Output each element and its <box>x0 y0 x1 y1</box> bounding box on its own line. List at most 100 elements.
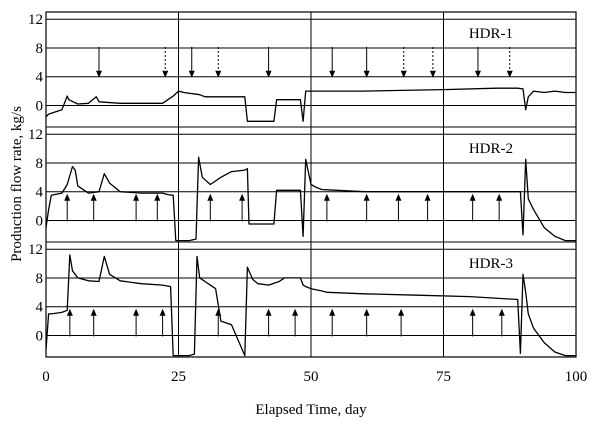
y-tick-label: 12 <box>28 12 43 28</box>
event-arrow-head <box>363 70 370 78</box>
event-arrow <box>133 193 140 222</box>
event-arrow-head <box>363 193 370 201</box>
event-arrow <box>363 193 370 222</box>
event-arrow-head <box>215 308 222 316</box>
y-tick-label: 0 <box>36 98 44 114</box>
event-arrow <box>474 46 481 78</box>
event-arrow-head <box>90 308 97 316</box>
series-line-hdr-1 <box>45 87 576 122</box>
grid-layer <box>46 12 576 357</box>
event-arrow-head <box>133 193 140 201</box>
event-arrow-head <box>292 308 299 316</box>
event-arrow <box>398 308 405 337</box>
event-arrow <box>162 46 169 78</box>
event-arrow-head <box>469 193 476 201</box>
event-arrow <box>66 308 73 337</box>
event-arrow <box>90 193 97 222</box>
event-arrow-head <box>506 70 513 78</box>
event-arrow <box>329 46 336 78</box>
event-arrow <box>215 308 222 337</box>
x-tick-label: 25 <box>171 369 186 385</box>
event-arrow-head <box>265 70 272 78</box>
event-arrow <box>363 308 370 337</box>
y-tick-label: 4 <box>36 300 44 316</box>
event-arrow-head <box>496 193 503 201</box>
event-arrow <box>496 193 503 222</box>
event-arrow <box>395 193 402 222</box>
event-arrow <box>498 308 505 337</box>
event-arrow-head <box>424 193 431 201</box>
x-tick-label: 50 <box>304 369 319 385</box>
event-arrow-head <box>188 70 195 78</box>
event-arrow <box>96 46 102 78</box>
event-arrow-head <box>323 193 330 201</box>
event-arrow <box>188 46 195 78</box>
y-tick-label: 4 <box>36 185 44 201</box>
event-arrow-head <box>64 193 71 201</box>
y-tick-label: 12 <box>28 242 43 258</box>
event-arrow-head <box>90 193 97 201</box>
event-arrow <box>215 46 222 78</box>
y-tick-label: 4 <box>36 70 44 86</box>
y-tick-label: 0 <box>36 328 44 344</box>
event-arrow <box>424 193 431 222</box>
event-arrow <box>323 193 330 222</box>
event-arrow-head <box>239 193 246 201</box>
event-arrow-head <box>329 70 336 78</box>
event-arrow <box>239 193 246 222</box>
event-arrow <box>363 46 370 78</box>
event-arrow <box>64 193 71 222</box>
event-arrow-head <box>400 70 407 78</box>
event-arrow-head <box>96 70 102 78</box>
event-arrow-head <box>133 308 140 316</box>
series-line-hdr-2 <box>45 156 576 242</box>
x-axis-title: Elapsed Time, day <box>255 402 367 418</box>
plot-frame <box>45 11 577 358</box>
event-arrow-head <box>66 308 73 316</box>
event-arrow <box>265 46 272 78</box>
event-arrow-head <box>474 70 481 78</box>
y-tick-label: 12 <box>28 127 43 143</box>
arrow-layer <box>64 46 513 337</box>
event-arrow-head <box>498 308 505 316</box>
y-tick-label: 8 <box>36 271 44 287</box>
event-arrow <box>329 308 336 337</box>
event-arrow <box>469 308 476 337</box>
panel-label: HDR-3 <box>469 256 513 272</box>
event-arrow <box>429 46 436 78</box>
event-arrow-head <box>329 308 336 316</box>
event-arrow-head <box>207 193 214 201</box>
panel-label: HDR-2 <box>469 141 513 157</box>
series-line-hdr-3 <box>45 254 576 357</box>
event-arrow <box>265 308 272 337</box>
event-arrow <box>154 193 161 222</box>
event-arrow-head <box>162 70 169 78</box>
event-arrow-head <box>154 193 161 201</box>
event-arrow <box>292 308 299 337</box>
event-arrow <box>159 308 166 337</box>
y-axis-title: Production flow rate, kg/s <box>9 106 25 262</box>
event-arrow <box>506 46 513 78</box>
event-arrow <box>400 46 407 78</box>
event-arrow <box>133 308 140 337</box>
event-arrow-head <box>215 70 222 78</box>
x-tick-label: 100 <box>565 369 588 385</box>
y-tick-label: 0 <box>36 213 44 229</box>
event-arrow-head <box>265 308 272 316</box>
event-arrow-head <box>429 70 436 78</box>
event-arrow-head <box>395 193 402 201</box>
x-tick-label: 0 <box>42 369 50 385</box>
y-tick-label: 8 <box>36 41 44 57</box>
x-tick-label: 75 <box>436 369 451 385</box>
event-arrow-head <box>159 308 166 316</box>
event-arrow <box>469 193 476 222</box>
event-arrow-head <box>363 308 370 316</box>
panel-label: HDR-1 <box>469 26 513 42</box>
y-tick-label: 8 <box>36 156 44 172</box>
event-arrow-head <box>398 308 405 316</box>
event-arrow-head <box>469 308 476 316</box>
series-layer <box>45 87 576 357</box>
label-layer: 0 25 50 75 100 12 8 4 0 HDR-1 12 8 4 0 HDR-2 12 8 4 0 HDR-3 <box>28 12 587 385</box>
